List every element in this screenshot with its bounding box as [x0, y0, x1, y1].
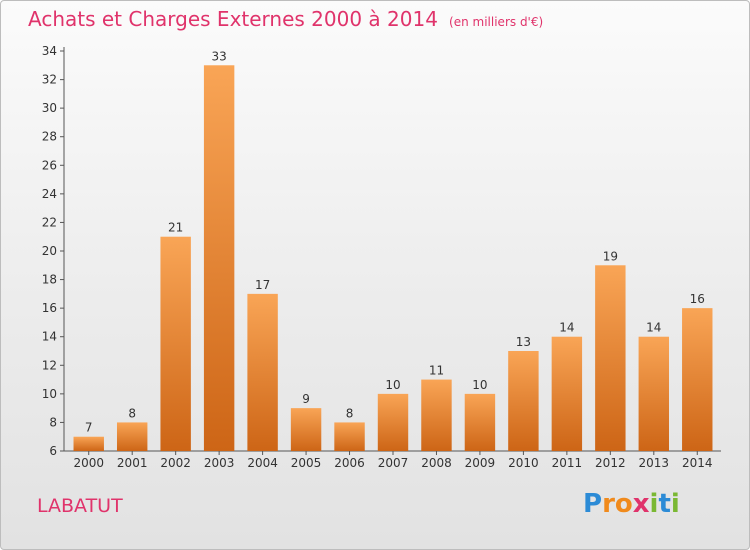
y-tick-label: 26: [42, 158, 57, 172]
x-tick-label: 2009: [465, 456, 496, 470]
commune-name: LABATUT: [37, 495, 123, 517]
bar: [203, 65, 235, 452]
y-tick-label: 12: [42, 358, 57, 372]
bar: [160, 236, 191, 451]
bar: [421, 379, 452, 451]
bar-value-label: 11: [429, 364, 444, 378]
bar: [464, 393, 496, 451]
logo-letter: r: [602, 489, 615, 519]
bar: [334, 422, 365, 451]
x-tick-label: 2002: [160, 456, 191, 470]
proxiti-logo: Proxiti: [583, 489, 680, 519]
bar: [73, 436, 104, 451]
chart-title: Achats et Charges Externes 2000 à 2014: [28, 7, 438, 31]
y-tick-label: 16: [42, 301, 57, 315]
bar: [682, 308, 713, 451]
bar: [116, 422, 148, 451]
bar-value-label: 16: [690, 292, 705, 306]
bar-value-label: 17: [255, 278, 270, 292]
bar-value-label: 8: [346, 406, 354, 420]
y-tick-label: 30: [42, 101, 57, 115]
y-tick-label: 10: [42, 387, 57, 401]
x-tick-label: 2004: [247, 456, 278, 470]
chart-data-labels: 7 8 21 33 17 9 8 10 11 10 13 14 19 14 16: [85, 49, 705, 434]
y-tick-label: 20: [42, 244, 57, 258]
bar-value-label: 9: [302, 392, 310, 406]
bar-value-label: 8: [128, 406, 136, 420]
bar: [638, 336, 670, 451]
x-tick-label: 2003: [204, 456, 235, 470]
bar-value-label: 10: [472, 378, 487, 392]
bar-value-label: 33: [211, 49, 226, 63]
logo-letter: P: [583, 489, 603, 519]
y-tick-label: 18: [42, 273, 57, 287]
logo-letter: i: [670, 489, 680, 519]
logo-letter: i: [649, 489, 659, 519]
y-tick-label: 14: [42, 330, 57, 344]
bar-value-label: 10: [385, 378, 400, 392]
bar: [508, 351, 539, 451]
bar: [290, 408, 322, 451]
bar-value-label: 19: [603, 249, 618, 263]
x-tick-label: 2012: [595, 456, 626, 470]
y-tick-label: 22: [42, 215, 57, 229]
x-tick-label: 2013: [639, 456, 670, 470]
bar: [247, 293, 278, 451]
x-tick-label: 2008: [421, 456, 452, 470]
y-tick-label: 34: [42, 44, 57, 58]
bar: [377, 393, 409, 451]
bar: [595, 265, 626, 451]
bar-value-label: 14: [646, 321, 661, 335]
y-tick-label: 28: [42, 130, 57, 144]
x-tick-label: 2010: [508, 456, 539, 470]
bar: [551, 336, 583, 451]
x-tick-label: 2007: [378, 456, 409, 470]
bar-value-label: 7: [85, 421, 93, 435]
x-tick-label: 2014: [682, 456, 713, 470]
y-tick-label: 24: [42, 187, 57, 201]
x-tick-label: 2005: [291, 456, 322, 470]
y-tick-label: 6: [49, 444, 57, 458]
bar-value-label: 13: [516, 335, 531, 349]
logo-letter: x: [632, 489, 650, 519]
y-tick-label: 32: [42, 73, 57, 87]
chart-subtitle: (en milliers d'€): [449, 15, 544, 29]
x-tick-label: 2011: [552, 456, 583, 470]
logo-letter: t: [658, 489, 671, 519]
x-tick-label: 2000: [73, 456, 104, 470]
x-tick-label: 2001: [117, 456, 148, 470]
chart-title-block: Achats et Charges Externes 2000 à 2014 (…: [28, 7, 543, 31]
logo-letter: o: [614, 489, 633, 519]
chart-axes: 6 8 10 12 14 16 18 20 22 24 26 28 30 32 34 2000 2001 2002…: [42, 44, 721, 470]
bar-value-label: 14: [559, 321, 574, 335]
chart-bars: [73, 65, 713, 452]
y-tick-label: 8: [49, 415, 57, 429]
x-tick-label: 2006: [334, 456, 365, 470]
bar-value-label: 21: [168, 221, 183, 235]
